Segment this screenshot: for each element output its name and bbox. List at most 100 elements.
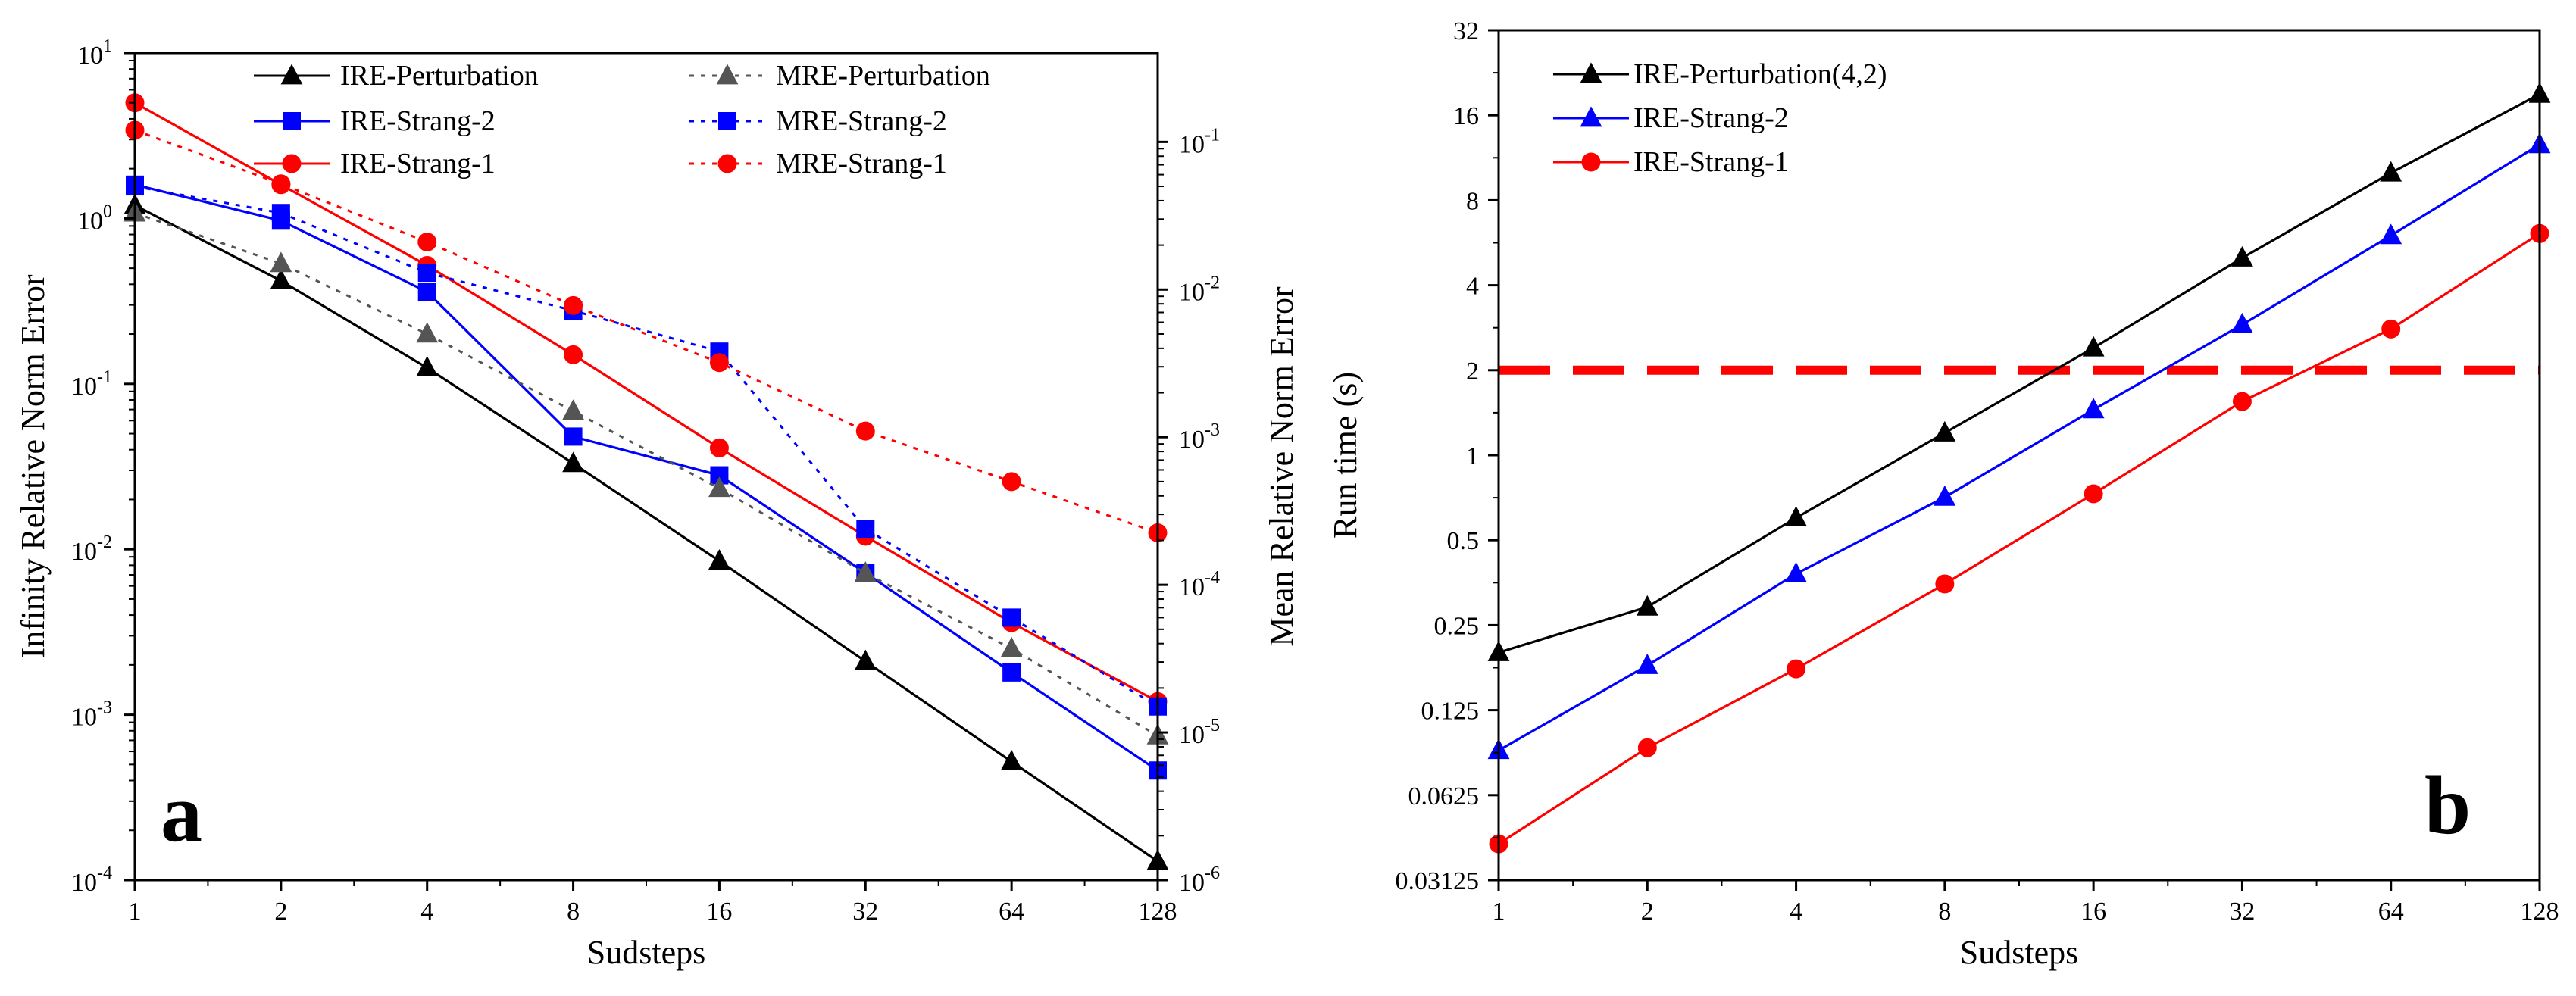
y-tick-label: 1 <box>1466 442 1479 470</box>
y-tick-label: 0.125 <box>1421 698 1480 726</box>
legend-label: IRE-Strang-2 <box>1633 102 1789 134</box>
x-tick-label: 2 <box>1641 898 1654 926</box>
x-tick-label: 32 <box>2229 898 2255 926</box>
y-tick-label-exponent: 1 <box>103 36 112 56</box>
data-point-mre-strang-2 <box>1002 608 1021 627</box>
y-tick-label-exponent: -3 <box>97 698 112 718</box>
y2-tick-label-exponent: -6 <box>1205 863 1220 883</box>
y-tick-label-base: 10 <box>71 704 97 732</box>
legend-swatch-marker <box>280 64 303 85</box>
x-tick-label: 128 <box>2521 898 2559 926</box>
y-tick-label-base: 10 <box>77 42 103 70</box>
data-point-ire-perturbation(4,2) <box>2082 336 2105 357</box>
y-tick-label: 10-4 <box>71 863 112 897</box>
data-point-ire-perturbation <box>416 356 439 376</box>
data-point-ire-perturbation <box>708 548 730 570</box>
y-tick-label-exponent: -2 <box>97 532 112 552</box>
data-point-ire-perturbation(4,2) <box>1785 506 1807 527</box>
x-tick-label: 64 <box>999 898 1024 926</box>
data-point-ire-strang-1 <box>1935 574 1955 594</box>
legend-swatch-marker <box>1580 106 1602 127</box>
x-tick-label: 8 <box>1938 898 1951 926</box>
legend-swatch-marker <box>283 112 301 130</box>
panel-a: 1 2 4 8 16 32 64 12810-410-310-210-110010110-61… <box>14 36 1300 971</box>
data-point-mre-strang-2 <box>271 204 290 223</box>
x-axis-label: Sudsteps <box>1960 934 2078 971</box>
y-tick-label: 32 <box>1453 17 1479 45</box>
data-point-mre-perturbation <box>270 251 292 273</box>
x-tick-label: 16 <box>706 898 732 926</box>
legend-label: MRE-Perturbation <box>776 60 990 92</box>
series-line-ire-strang-1 <box>1498 232 2540 845</box>
data-point-ire-perturbation <box>854 649 877 670</box>
y-tick-label: 0.25 <box>1434 612 1480 640</box>
y2-tick-label-exponent: -4 <box>1205 568 1220 588</box>
y-tick-label-base: 10 <box>71 869 97 897</box>
y-tick-label: 100 <box>77 201 112 235</box>
y-tick-label-exponent: 0 <box>103 201 112 221</box>
data-point-ire-strang-2 <box>2231 313 2253 333</box>
y-axis-label: Run time (s) <box>1327 372 1364 539</box>
y-tick-label-exponent: -4 <box>97 863 112 883</box>
data-point-ire-strang-2 <box>564 427 583 446</box>
panel-letter-b: b <box>2424 759 2471 851</box>
legend-label: IRE-Perturbation(4,2) <box>1633 58 1887 90</box>
y-tick-label: 10-3 <box>71 698 112 732</box>
x-tick-label: 2 <box>274 898 287 926</box>
legend-swatch-marker <box>1581 152 1601 172</box>
y-tick-label-base: 10 <box>71 373 97 401</box>
y-tick-label: 2 <box>1466 357 1479 386</box>
y-tick-label-base: 10 <box>77 207 103 235</box>
legend-swatch-marker <box>1580 62 1602 83</box>
data-point-mre-strang-1 <box>417 232 437 251</box>
data-point-mre-perturbation <box>1000 636 1023 657</box>
data-point-mre-strang-2 <box>417 264 436 283</box>
x-tick-label: 4 <box>420 898 433 926</box>
y2-tick-label: 10-4 <box>1179 568 1220 601</box>
y2-tick-label-base: 10 <box>1179 721 1205 749</box>
y-tick-label: 0.03125 <box>1396 867 1480 895</box>
y2-tick-label-base: 10 <box>1179 278 1205 306</box>
data-point-mre-perturbation <box>562 399 584 420</box>
panel-letter-a: a <box>161 767 202 859</box>
data-point-ire-perturbation <box>1000 750 1023 770</box>
data-point-ire-strang-1 <box>2232 392 2252 411</box>
data-point-ire-strang-2 <box>417 283 436 301</box>
data-point-ire-strang-2 <box>1636 653 1658 674</box>
data-point-ire-perturbation <box>270 269 292 290</box>
y2-tick-label: 10-1 <box>1179 125 1220 158</box>
panel-b: 1 2 4 8 16 32 64 1280.031250.06250.1250.250.512… <box>1327 17 2559 971</box>
legend-swatch-marker <box>282 154 302 173</box>
series-line-ire-strang-2 <box>134 183 1158 772</box>
data-point-ire-strang-2 <box>1934 485 1956 506</box>
data-point-ire-perturbation(4,2) <box>2380 161 2402 182</box>
data-point-mre-strang-1 <box>855 421 875 441</box>
data-point-ire-strang-1 <box>564 345 583 364</box>
y2-tick-label-exponent: -3 <box>1205 420 1220 440</box>
y-tick-label: 10-2 <box>71 532 112 566</box>
y2-tick-label-base: 10 <box>1179 573 1205 601</box>
series-line-ire-perturbation(4,2) <box>1498 92 2540 654</box>
data-point-ire-strang-2 <box>2082 398 2105 419</box>
data-point-ire-perturbation <box>562 451 584 473</box>
y2-tick-label-base: 10 <box>1179 426 1205 454</box>
x-tick-label: 1 <box>129 898 142 926</box>
data-point-ire-strang-1 <box>2084 484 2103 504</box>
x-tick-label: 32 <box>852 898 878 926</box>
y2-tick-label-exponent: -5 <box>1205 716 1220 735</box>
y2-axis-label: Mean Relative Norm Error <box>1263 286 1300 647</box>
data-point-ire-strang-1 <box>1787 659 1806 679</box>
y2-tick-label: 10-3 <box>1179 420 1220 454</box>
y-tick-label: 10-1 <box>71 367 112 401</box>
legend-label: MRE-Strang-1 <box>776 148 947 180</box>
y-tick-label: 4 <box>1466 273 1479 301</box>
data-point-ire-perturbation(4,2) <box>2231 245 2253 267</box>
y2-tick-label-exponent: -1 <box>1205 125 1220 145</box>
legend-swatch-marker <box>716 64 739 85</box>
series-line-ire-perturbation <box>134 204 1158 863</box>
data-point-mre-strang-1 <box>564 295 583 315</box>
y-axis-label: Infinity Relative Norm Error <box>14 274 52 658</box>
x-tick-label: 128 <box>1139 898 1177 926</box>
